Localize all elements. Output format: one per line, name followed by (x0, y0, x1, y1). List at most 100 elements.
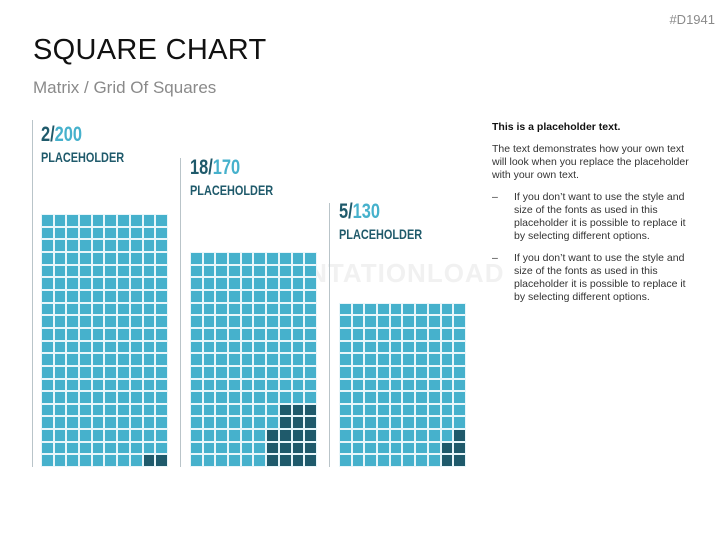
square (129, 429, 143, 442)
highlight-count: 2 (41, 123, 51, 146)
square (427, 378, 441, 392)
square (91, 214, 105, 227)
square (453, 315, 466, 328)
square (53, 290, 67, 303)
square (266, 378, 279, 392)
square (228, 315, 241, 328)
square (351, 429, 365, 442)
square (278, 365, 292, 379)
square (215, 441, 229, 455)
square (41, 403, 54, 417)
square (155, 391, 168, 404)
square (117, 290, 130, 303)
square (304, 277, 317, 291)
square (202, 454, 216, 467)
square (427, 353, 441, 366)
square (129, 226, 143, 240)
highlighted-square (142, 454, 156, 467)
square (190, 340, 203, 354)
square (215, 340, 229, 354)
square (202, 353, 216, 366)
square (278, 391, 292, 404)
square (415, 340, 428, 354)
square (155, 214, 168, 227)
square (440, 378, 454, 392)
square (278, 340, 292, 354)
square (53, 214, 67, 227)
square (41, 340, 54, 354)
square (129, 277, 143, 291)
square (339, 365, 352, 379)
square (453, 403, 466, 417)
square (117, 315, 130, 328)
square (253, 290, 267, 303)
square (53, 441, 67, 455)
highlighted-square (304, 429, 317, 442)
square (190, 290, 203, 303)
square (253, 327, 267, 341)
square (202, 327, 216, 341)
square (389, 302, 403, 316)
page-title: SQUARE CHART (33, 34, 267, 66)
square (339, 441, 352, 455)
square (142, 416, 156, 430)
square (228, 429, 241, 442)
square (291, 302, 305, 316)
square (117, 252, 130, 265)
square (339, 327, 352, 341)
highlighted-square (440, 454, 454, 467)
square (129, 378, 143, 392)
highlighted-square (291, 454, 305, 467)
square (202, 315, 216, 328)
square (79, 340, 92, 354)
square (377, 353, 390, 366)
highlighted-square (304, 454, 317, 467)
square (104, 441, 118, 455)
square (202, 252, 216, 265)
square-grid-3 (339, 302, 466, 467)
square (79, 226, 92, 240)
square (240, 290, 254, 303)
square (66, 429, 80, 442)
square (304, 264, 317, 278)
square (304, 327, 317, 341)
square (364, 378, 378, 392)
square (253, 391, 267, 404)
square (142, 327, 156, 341)
square (339, 454, 352, 467)
square (304, 391, 317, 404)
square (91, 340, 105, 354)
highlighted-square (304, 441, 317, 455)
square (240, 391, 254, 404)
square (53, 403, 67, 417)
square (240, 365, 254, 379)
grid-caption: PLACEHOLDER (339, 226, 423, 242)
square (215, 429, 229, 442)
square (266, 277, 279, 291)
highlighted-square (278, 403, 292, 417)
square (228, 391, 241, 404)
square (104, 327, 118, 341)
square (389, 315, 403, 328)
square (202, 277, 216, 291)
square (91, 277, 105, 291)
square (427, 315, 441, 328)
square (91, 391, 105, 404)
square (104, 429, 118, 442)
square (142, 403, 156, 417)
square (142, 239, 156, 253)
square (190, 315, 203, 328)
square (266, 391, 279, 404)
square (202, 378, 216, 392)
square (104, 353, 118, 366)
square (104, 239, 118, 253)
square (79, 429, 92, 442)
square (79, 353, 92, 366)
square (215, 403, 229, 417)
square (364, 441, 378, 455)
square (79, 252, 92, 265)
square (291, 340, 305, 354)
square (377, 391, 390, 404)
square (66, 290, 80, 303)
square (402, 302, 416, 316)
